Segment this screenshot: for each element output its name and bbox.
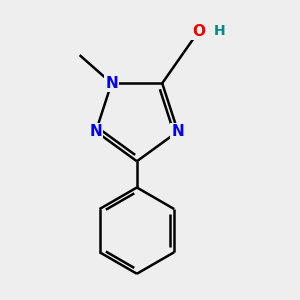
Text: H: H — [214, 24, 225, 38]
Text: N: N — [172, 124, 184, 139]
Text: N: N — [89, 124, 102, 139]
Text: N: N — [105, 76, 118, 91]
Text: O: O — [192, 23, 205, 38]
